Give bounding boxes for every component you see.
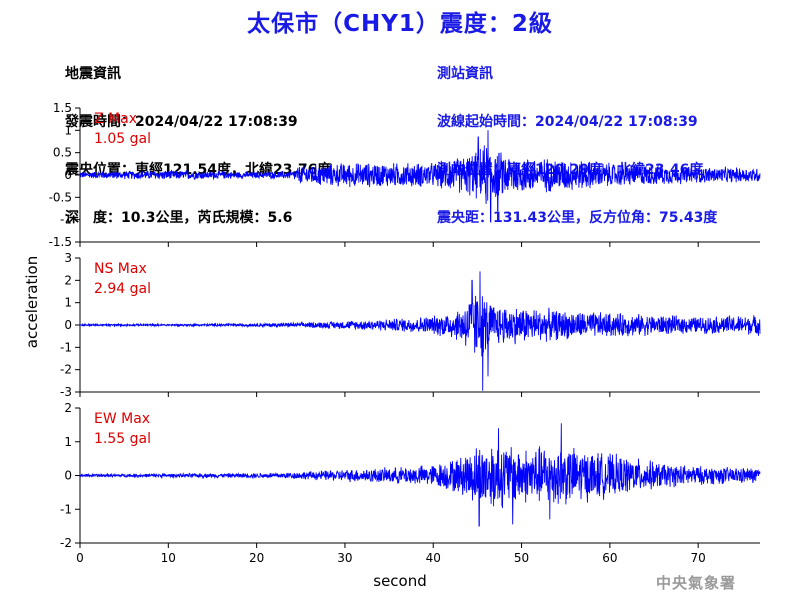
x-tick-label: 0 (76, 551, 84, 565)
peak-value: 1.05 gal (94, 131, 151, 147)
peak-value: 1.55 gal (94, 431, 151, 447)
y-tick-label: 1 (64, 435, 72, 449)
waveform-trace (79, 423, 761, 527)
y-tick-label: 0 (64, 469, 72, 483)
y-tick-label: -2 (60, 363, 72, 377)
peak-label: NS Max (94, 261, 147, 277)
y-tick-label: 1 (64, 123, 72, 137)
y-axis-title: acceleration (23, 256, 41, 348)
y-tick-label: -2 (60, 536, 72, 550)
quake-info-heading: 地震資訊 (65, 66, 121, 82)
wave-start-time: 波線起始時間：2024/04/22 17:08:39 (437, 114, 698, 130)
page-title: 太保市（CHY1）震度：2級 (247, 11, 553, 37)
x-tick-label: 60 (602, 551, 617, 565)
y-tick-label: 2 (64, 273, 72, 287)
panel-z: -1.5 -1 -0.5 0 0.5 1 1.5 Z Max 1.05 gal (49, 101, 761, 249)
x-tick-label: 50 (514, 551, 529, 565)
y-tick-label: -1.5 (49, 235, 72, 249)
y-tick-label: -3 (60, 385, 72, 399)
y-tick-label: 0 (64, 318, 72, 332)
quake-info-block: 地震資訊 發震時間：2024/04/22 17:08:39 震央位置：東經121… (65, 34, 331, 242)
panel-ns: -3 -2 -1 0 1 2 3 NS Max 2.94 gal (60, 251, 761, 399)
peak-label: EW Max (94, 411, 150, 427)
y-tick-label: 1 (64, 296, 72, 310)
x-tick-label: 30 (337, 551, 352, 565)
station-info-heading: 測站資訊 (437, 66, 493, 82)
y-tick-label: 1.5 (53, 101, 72, 115)
x-tick-label: 40 (426, 551, 441, 565)
waveform-trace (79, 271, 761, 391)
y-tick-label: 3 (64, 251, 72, 265)
y-tick-label: 2 (64, 401, 72, 415)
origin-time: 發震時間：2024/04/22 17:08:39 (65, 114, 298, 130)
y-tick-label: -0.5 (49, 190, 72, 204)
waveform-trace (79, 130, 761, 223)
station-info-block: 測站資訊 波線起始時間：2024/04/22 17:08:39 測站位置：東經1… (437, 34, 717, 242)
x-tick-label: 70 (691, 551, 706, 565)
depth-magnitude: 深 度：10.3公里，芮氏規模：5.6 (65, 210, 293, 226)
y-tick-label: -1 (60, 213, 72, 227)
y-tick-label: 0.5 (53, 146, 72, 160)
y-tick-label: 0 (64, 168, 72, 182)
distance-azimuth: 震央距：131.43公里，反方位角：75.43度 (437, 210, 718, 226)
agency-watermark: 中央氣象署 (656, 574, 737, 592)
x-tick-label: 10 (161, 551, 176, 565)
y-tick-label: -1 (60, 502, 72, 516)
panel-ew: -2 -1 0 1 2 EW Max 1.55 gal (60, 401, 761, 550)
x-axis-title: second (373, 572, 427, 590)
peak-label: Z Max (94, 111, 137, 127)
x-tick-label: 20 (249, 551, 264, 565)
y-tick-label: -1 (60, 340, 72, 354)
peak-value: 2.94 gal (94, 281, 151, 297)
